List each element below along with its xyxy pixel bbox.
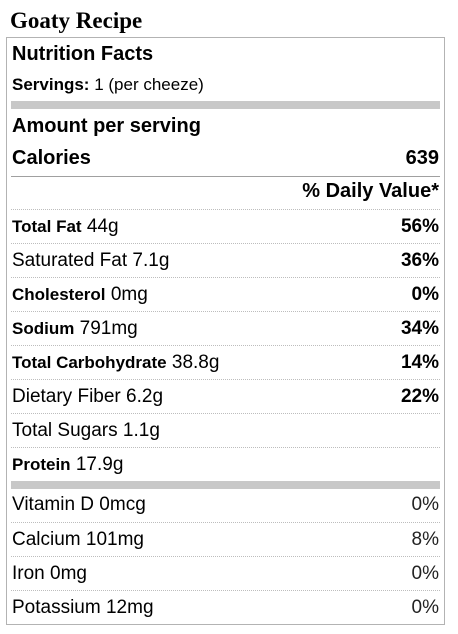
vitamin-row-calcium: Calcium 101mg 8% xyxy=(11,522,440,556)
nutrient-name: Cholesterol xyxy=(12,284,106,304)
vitamin-name: Vitamin D xyxy=(12,494,95,515)
nutrient-amount: 7.1g xyxy=(132,249,170,271)
divider-calories xyxy=(11,176,440,177)
nutrient-pct: 34% xyxy=(400,317,439,339)
nutrient-row-protein: Protein 17.9g xyxy=(11,447,440,481)
divider-thick-top xyxy=(11,101,440,109)
vitamin-amount: 12mg xyxy=(105,596,154,618)
nutrient-name: Total Sugars xyxy=(12,419,118,441)
nutrient-amount: 0mg xyxy=(110,283,148,305)
nutrient-row-total-fat: Total Fat 44g 56% xyxy=(11,209,440,243)
calories-row: Calories 639 xyxy=(11,141,440,175)
nutrient-row-total-sugars: Total Sugars 1.1g xyxy=(11,413,440,447)
nutrition-facts-label: Nutrition Facts Servings: 1 (per cheeze)… xyxy=(6,37,445,625)
nutrient-pct: 0% xyxy=(411,283,439,305)
nutrient-row-sodium: Sodium 791mg 34% xyxy=(11,311,440,345)
vitamin-pct: 0% xyxy=(411,596,439,618)
vitamin-name: Iron xyxy=(12,562,45,584)
vitamin-amount: 0mcg xyxy=(99,494,146,515)
servings-label: Servings: xyxy=(12,75,90,94)
nutrient-amount: 38.8g xyxy=(171,351,220,373)
vitamin-row-potassium: Potassium 12mg 0% xyxy=(11,590,440,624)
servings: Servings: 1 (per cheeze) xyxy=(12,74,204,96)
nutrient-amount: 1.1g xyxy=(122,419,160,441)
nutrient-amount: 17.9g xyxy=(75,453,124,475)
vitamin-amount: 101mg xyxy=(85,528,145,550)
nutrient-name: Dietary Fiber xyxy=(12,385,121,407)
nutrition-facts-title: Nutrition Facts xyxy=(12,43,154,65)
nutrient-row-total-carbohydrate: Total Carbohydrate 38.8g 14% xyxy=(11,345,440,379)
nutrient-row-dietary-fiber: Dietary Fiber 6.2g 22% xyxy=(11,379,440,413)
nutrient-pct: 36% xyxy=(400,249,439,271)
divider-thick-vitamins xyxy=(11,481,440,489)
daily-value-header: % Daily Value* xyxy=(302,180,439,202)
vitamin-name: Calcium xyxy=(12,528,81,550)
daily-value-header-row: % Daily Value* xyxy=(11,174,440,208)
nutrient-name: Saturated Fat xyxy=(12,249,128,271)
vitamin-row-vitamin-d: Vitamin D 0mcg 0% xyxy=(11,488,440,522)
vitamin-pct: 0% xyxy=(411,562,439,584)
nutrient-name: Total Fat xyxy=(12,216,82,236)
nutrient-pct: 56% xyxy=(400,215,439,237)
calories-value: 639 xyxy=(405,147,439,169)
vitamin-pct: 0% xyxy=(411,494,439,515)
nutrient-name: Sodium xyxy=(12,318,75,338)
vitamin-row-iron: Iron 0mg 0% xyxy=(11,556,440,590)
nutrient-name: Protein xyxy=(12,454,71,474)
calories-label: Calories xyxy=(12,147,91,169)
amount-per-serving: Amount per serving xyxy=(12,115,201,137)
nutrient-row-cholesterol: Cholesterol 0mg 0% xyxy=(11,277,440,311)
nutrient-pct: 22% xyxy=(400,385,439,407)
nutrient-amount: 791mg xyxy=(79,317,138,339)
recipe-title: Goaty Recipe xyxy=(10,8,143,33)
nutrient-name: Total Carbohydrate xyxy=(12,352,167,372)
vitamin-name: Potassium xyxy=(12,596,101,618)
servings-value: 1 (per cheeze) xyxy=(94,75,204,94)
nutrient-amount: 6.2g xyxy=(126,385,164,407)
nutrient-amount: 44g xyxy=(86,215,119,237)
nutrient-row-saturated-fat: Saturated Fat 7.1g 36% xyxy=(11,243,440,277)
vitamin-amount: 0mg xyxy=(50,562,87,584)
nutrient-pct: 14% xyxy=(400,351,439,373)
vitamin-pct: 8% xyxy=(411,528,439,550)
